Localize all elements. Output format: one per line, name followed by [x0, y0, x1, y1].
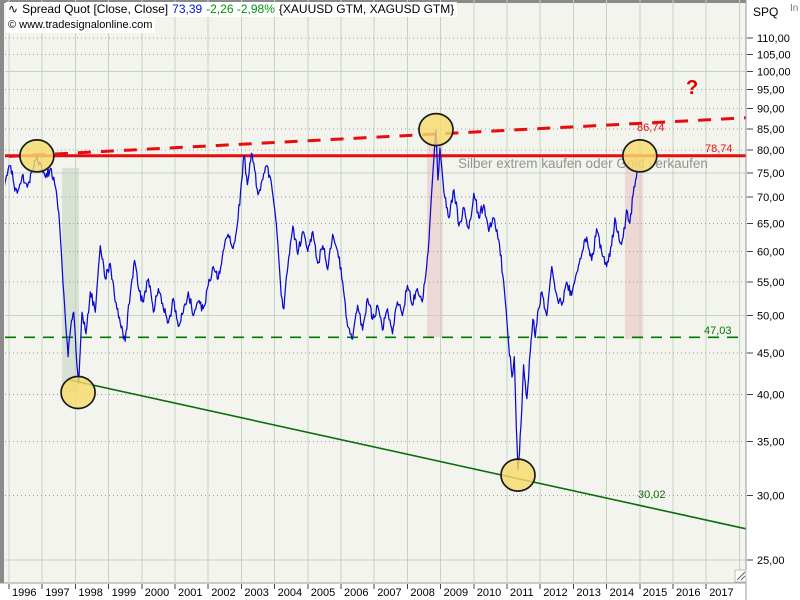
x-tick-label: 2002: [211, 587, 235, 599]
y-tick-label: 85,00: [757, 124, 785, 136]
x-tick-label: 2005: [311, 587, 335, 599]
chart-title: Spread Quot [Close, Close]: [22, 2, 169, 16]
x-tick-label: 1997: [45, 587, 69, 599]
signal-circle-marker[interactable]: [60, 375, 96, 410]
x-tick-label: 2010: [477, 587, 501, 599]
projection-dashed-red[interactable]: [8, 116, 747, 158]
x-tick-label: 2014: [610, 587, 634, 599]
x-tick-labels[interactable]: 1996 1997 1998 1999 2000 2001 2002 2003 2004 2005…: [8, 584, 734, 599]
signal-circle-marker[interactable]: [621, 139, 658, 173]
last-value: 73,39: [172, 2, 203, 16]
y-tick-label: 40,00: [757, 389, 785, 401]
projection-value-label: 86,74: [637, 122, 665, 134]
signal-circle-marker[interactable]: [418, 112, 454, 147]
symbol-list: {XAUUSD GTM, XAGUSD GTM}: [278, 2, 455, 16]
y-tick-label: 60,00: [757, 247, 785, 259]
note-layer: Silber extrem kaufen oder Gold verkaufen: [458, 156, 708, 171]
y-tick-label: 65,00: [757, 218, 785, 230]
x-tick-label: 1998: [78, 587, 102, 599]
chart-title-line: ∿ Spread Quot [Close, Close] 73,39 -2,26 -2…: [6, 2, 458, 17]
x-axis-panel[interactable]: [0, 583, 746, 600]
x-tick-label: 2004: [278, 587, 302, 599]
resize-grip-line: [740, 575, 746, 581]
y-tick-label: 25,00: [757, 555, 785, 567]
x-tick-label: 2008: [410, 587, 434, 599]
x-tick-label: 1999: [112, 587, 136, 599]
clipped-corner-text: In: [790, 3, 798, 14]
y-tick-label: 50,00: [757, 311, 785, 323]
top-frame-edge: [0, 0, 746, 3]
y-tick-label: 55,00: [757, 277, 785, 289]
highlight-bands-layer: [62, 140, 644, 392]
x-tick-label: 2003: [244, 587, 268, 599]
y-tick-label: 30,00: [757, 491, 785, 503]
trend-value-label: 30,02: [638, 489, 666, 501]
x-tick-label: 2016: [676, 587, 700, 599]
x-tick-label: 2015: [643, 587, 667, 599]
y-tick-label: 110,00: [757, 33, 790, 45]
long-term-support-green[interactable]: [67, 378, 747, 530]
chart-header: ∿ Spread Quot [Close, Close] 73,39 -2,26 -2…: [6, 2, 458, 33]
left-frame-edge: [0, 0, 4, 583]
y-tick-label: 95,00: [757, 85, 785, 97]
plot-background[interactable]: [0, 0, 746, 583]
annotation-note: Silber extrem kaufen oder Gold verkaufen: [458, 156, 708, 171]
x-tick-label: 2006: [344, 587, 368, 599]
y-axis-title: SPQ: [753, 5, 778, 19]
resistance-value-label: 78,74: [705, 143, 733, 155]
x-tick-label: 1996: [12, 587, 36, 599]
change-value: -2,26 -2,98%: [206, 2, 275, 16]
x-tick-label: 2013: [576, 587, 600, 599]
signal-circle-marker[interactable]: [19, 139, 55, 173]
x-tick-label: 2007: [377, 587, 401, 599]
wave-icon: ∿: [8, 2, 19, 16]
y-tick-label: 80,00: [757, 145, 785, 157]
series-layer: [5, 128, 638, 471]
watermark: © www.tradesignalonline.com: [6, 18, 156, 33]
annotation-labels-layer: 86,74 78,74 ? 47,03 30,02: [637, 77, 733, 501]
x-tick-label: 2009: [444, 587, 468, 599]
y-tick-labels[interactable]: 110,00 105,00 100,00 95,00 90,00 85,00 80,00 75…: [747, 33, 791, 567]
x-tick-label: 2017: [709, 587, 733, 599]
y-tick-label: 105,00: [757, 49, 791, 61]
x-tick-label: 2012: [543, 587, 567, 599]
highlight-band: [427, 140, 443, 337]
y-tick-label: 70,00: [757, 192, 785, 204]
price-line: [5, 128, 638, 471]
x-tick-label: 2011: [510, 587, 534, 599]
resize-grip-line: [736, 571, 746, 581]
circle-markers-layer[interactable]: [19, 112, 658, 492]
support-value-label: 47,03: [704, 325, 732, 337]
y-tick-label: 100,00: [757, 67, 791, 79]
y-tick-label: 45,00: [757, 348, 785, 360]
y-tick-label: 75,00: [757, 168, 785, 180]
signal-circle-marker[interactable]: [500, 458, 536, 492]
y-axis-panel[interactable]: [746, 0, 800, 600]
resize-grip[interactable]: [734, 569, 747, 583]
x-tick-label: 2000: [145, 587, 169, 599]
y-tick-label: 35,00: [757, 436, 785, 448]
highlight-band: [624, 153, 644, 339]
x-tick-label: 2001: [178, 587, 202, 599]
question-mark-annotation: ?: [686, 77, 698, 99]
y-tick-label: 90,00: [757, 104, 785, 116]
